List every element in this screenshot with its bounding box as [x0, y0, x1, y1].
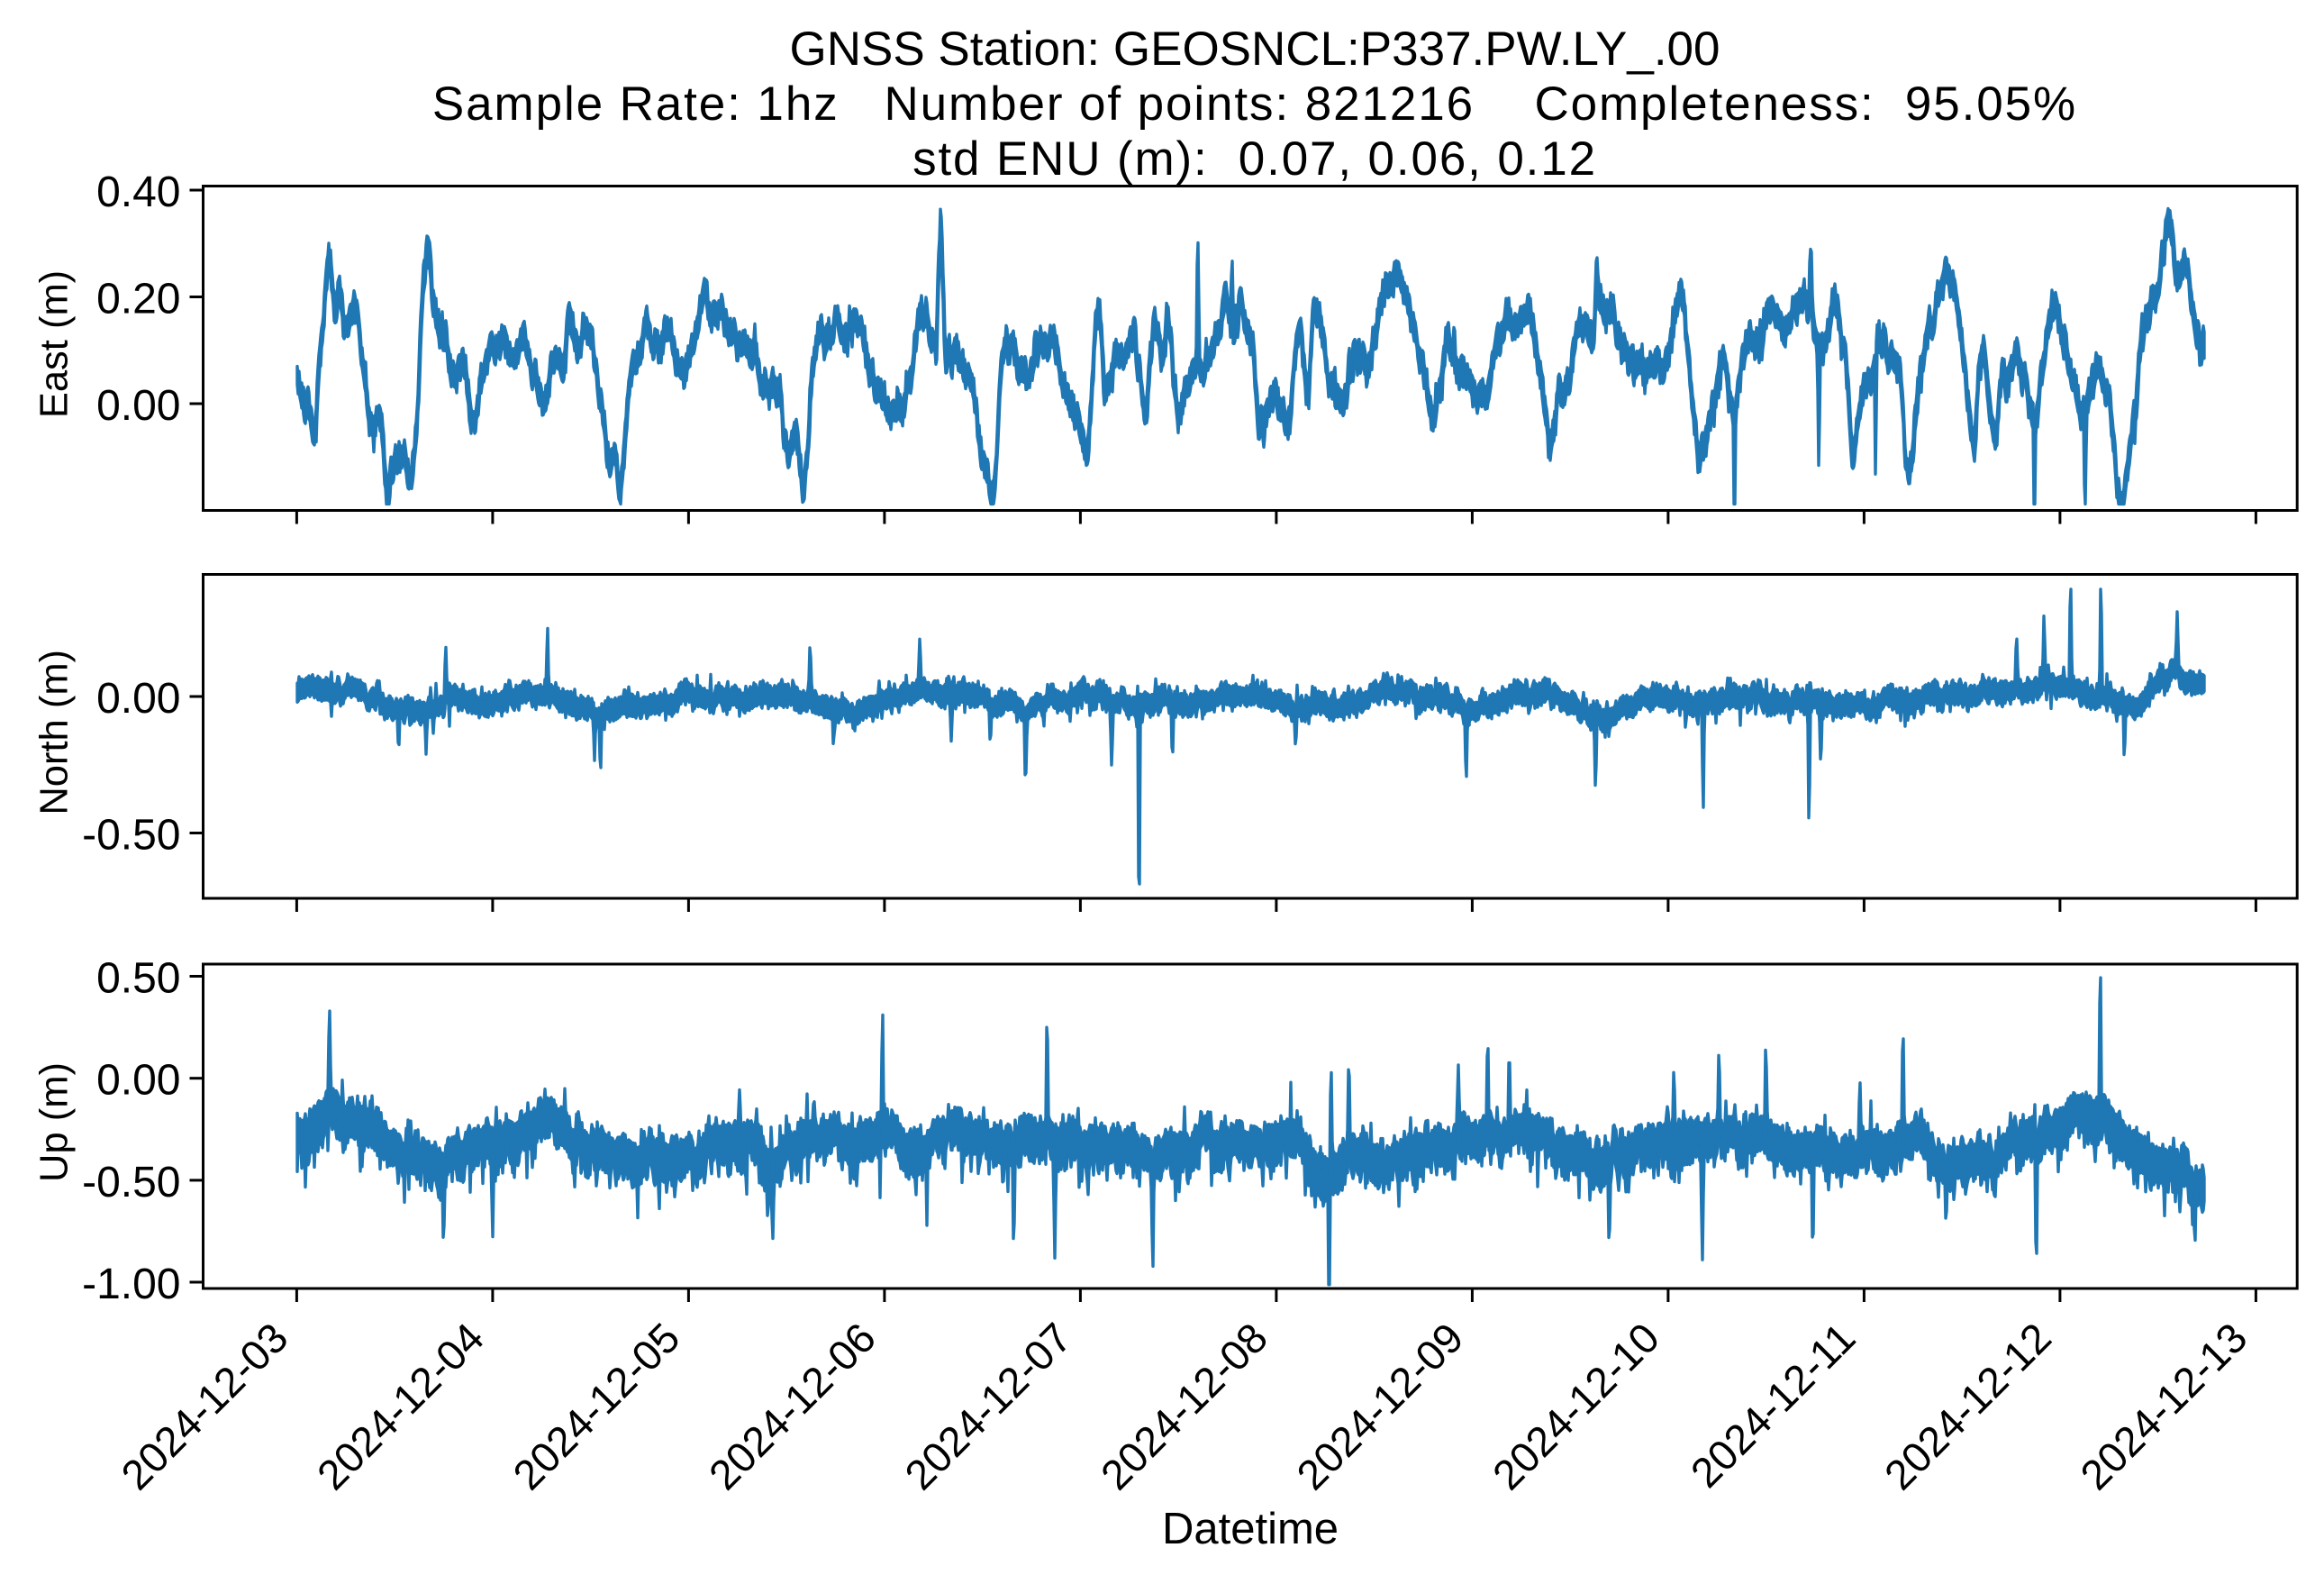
svg-text:Up (m): Up (m): [33, 1062, 77, 1182]
svg-text:Sample Rate: 1hz Number of p: Sample Rate: 1hz Number of points: 82121…: [432, 77, 2077, 131]
svg-text:0.00: 0.00: [96, 382, 180, 430]
svg-text:East (m): East (m): [33, 270, 77, 418]
svg-text:-0.50: -0.50: [82, 812, 180, 860]
svg-text:0.20: 0.20: [96, 276, 180, 323]
svg-text:-1.00: -1.00: [82, 1261, 180, 1308]
svg-text:GNSS Station: GEOSNCL:P337.PW.: GNSS Station: GEOSNCL:P337.PW.LY_.00: [789, 23, 1720, 76]
svg-text:0.40: 0.40: [96, 168, 180, 216]
svg-text:Datetime: Datetime: [1162, 1505, 1339, 1553]
svg-text:North (m): North (m): [33, 650, 77, 815]
svg-text:0.00: 0.00: [96, 1057, 180, 1105]
svg-text:std ENU (m): 0.07, 0.06, 0.12: std ENU (m): 0.07, 0.06, 0.12: [912, 132, 1597, 186]
svg-text:-0.50: -0.50: [82, 1159, 180, 1206]
svg-text:0.00: 0.00: [96, 675, 180, 723]
svg-text:0.50: 0.50: [96, 955, 180, 1003]
